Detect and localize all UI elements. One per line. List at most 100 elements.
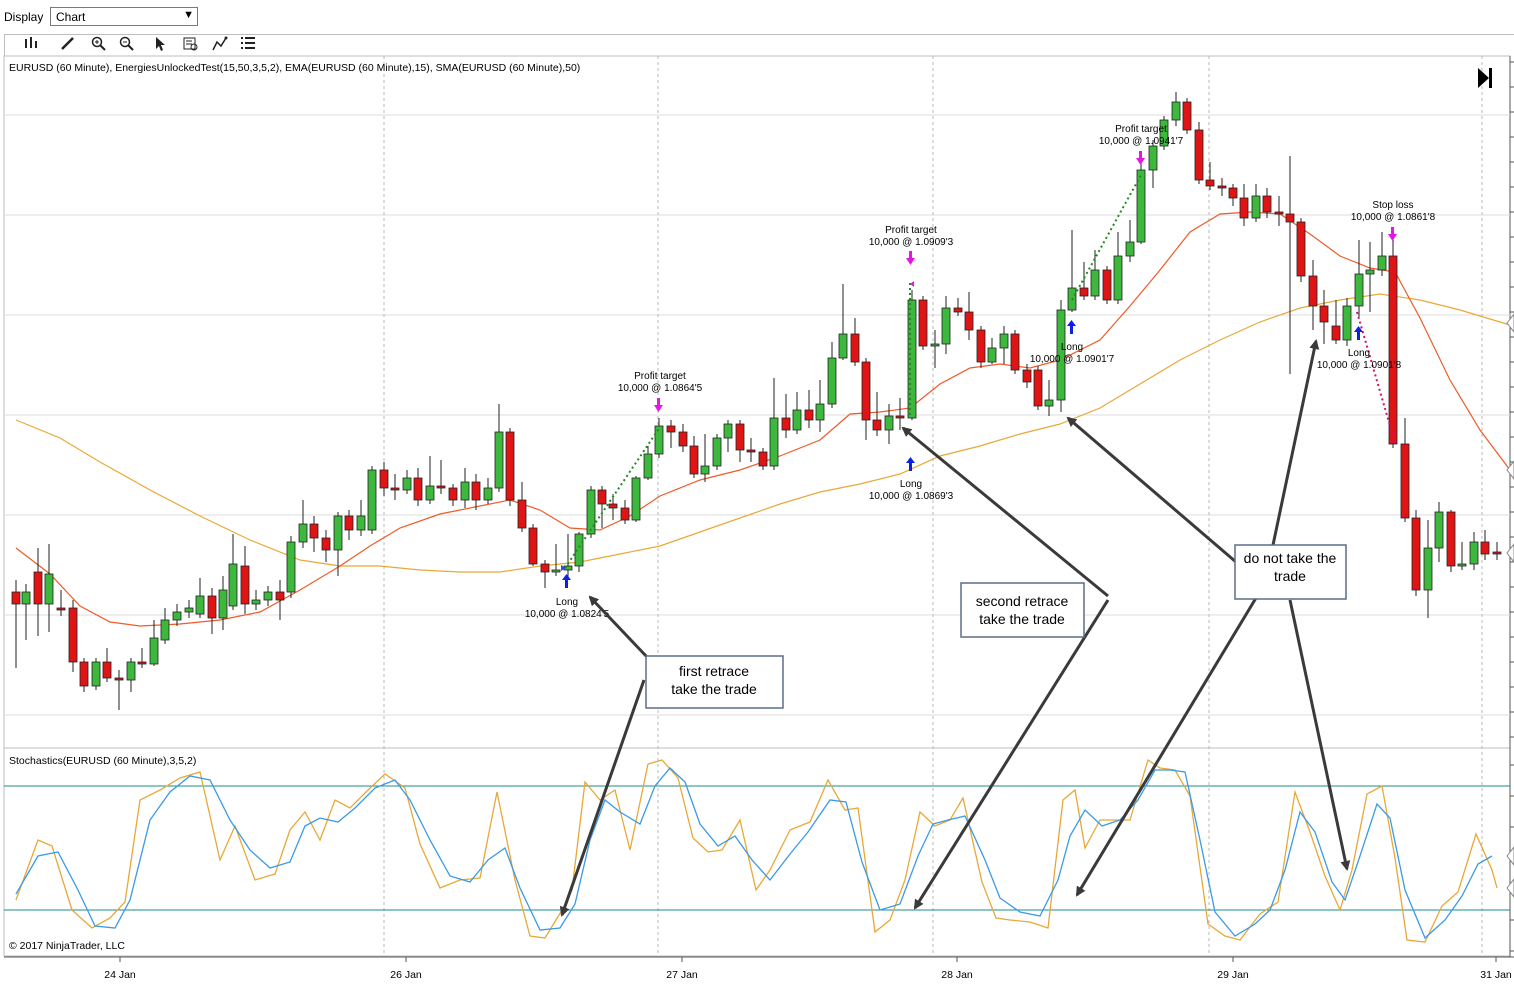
candle-down [1388, 255, 1398, 445]
candle-down [137, 661, 147, 665]
candle-up [884, 415, 894, 431]
trade-4-exit-detail: 10,000 @ 1.0861'8 [1351, 212, 1436, 223]
candle-down [872, 419, 882, 431]
zoom-out-icon[interactable] [116, 36, 138, 54]
candle-up [1148, 145, 1158, 171]
candle-down [1239, 197, 1249, 219]
candle-up [286, 541, 296, 593]
candle-down [33, 571, 43, 605]
candle-down [321, 537, 331, 551]
candle-up [838, 333, 848, 359]
pointer-icon[interactable] [149, 36, 171, 54]
candle-down [207, 595, 217, 619]
zoom-in-icon[interactable] [88, 36, 110, 54]
trade-lines [564, 174, 1396, 569]
candle-down [102, 661, 112, 679]
y-axis-ticks [1510, 61, 1514, 952]
candle-up [195, 595, 205, 615]
candle-down [1308, 275, 1318, 307]
candle-up [251, 599, 261, 605]
candle-up [1434, 511, 1444, 549]
svg-text:take the trade: take the trade [671, 681, 757, 697]
price-panel-frame [3, 55, 1511, 749]
candle-down [861, 361, 871, 421]
top-bar: Display Chart ▼ [0, 0, 1514, 34]
candle-up [1056, 309, 1066, 401]
candle-up [21, 591, 31, 605]
annotation-box-second: second retrace take the trade [960, 582, 1085, 638]
candle-down [436, 485, 446, 489]
bar-chart-icon[interactable] [20, 36, 42, 54]
candle-up [723, 423, 733, 439]
candle-down [275, 591, 285, 601]
pencil-icon[interactable] [57, 36, 79, 54]
candle-up [999, 333, 1009, 349]
candle-down [689, 445, 699, 475]
arrow-third-to-stoch-a [1075, 597, 1258, 897]
arrow-third-to-entry-b [1271, 339, 1320, 546]
candle-up [792, 409, 802, 431]
arrow-second-to-stoch [913, 599, 1110, 910]
svg-text:take the trade: take the trade [979, 611, 1065, 627]
x-tick-label: 24 Jan [104, 969, 136, 981]
data-box-icon[interactable] [180, 36, 202, 54]
trade-4-exit-title: Stop loss [1372, 200, 1413, 211]
arrow-second-to-entry [901, 426, 1109, 598]
svg-text:second retrace: second retrace [976, 593, 1069, 609]
exit-arrow-2 [906, 251, 915, 265]
candle-up [907, 299, 917, 419]
candle-down [1022, 369, 1032, 383]
trade-line-3 [1071, 174, 1142, 301]
trade-1-exit-title: Profit target [634, 371, 686, 382]
candle-down [309, 523, 319, 539]
candle-up [574, 533, 584, 567]
indicator-panel-title: Stochastics(EURUSD (60 Minute),3,5,2) [9, 755, 196, 767]
candle-down [758, 451, 768, 467]
candle-down [517, 499, 527, 529]
candle-up [402, 477, 412, 491]
exit-arrow-4 [1388, 227, 1397, 241]
candle-up [160, 619, 170, 641]
candles [11, 92, 1502, 710]
candle-down [114, 677, 124, 681]
trade-1-entry-detail: 10,000 @ 1.0824'5 [525, 609, 610, 620]
trade-3-exit-detail: 10,000 @ 1.0941'7 [1099, 136, 1184, 147]
candle-up [1044, 399, 1054, 407]
drawing-tools-icon[interactable] [209, 36, 231, 54]
candle-up [1251, 195, 1261, 219]
x-tick-label: 29 Jan [1217, 969, 1249, 981]
candle-up [1171, 101, 1181, 121]
candle-down [964, 311, 974, 331]
candle-down [379, 469, 389, 489]
annotation-arrows [559, 339, 1351, 917]
copyright-text: © 2017 NinjaTrader, LLC [9, 940, 125, 952]
candle-down [781, 417, 791, 431]
candle-down [390, 487, 400, 491]
candle-up [700, 465, 710, 475]
candle-down [620, 507, 630, 521]
display-select[interactable]: Chart ▼ [50, 7, 198, 26]
trade-3-entry-title: Long [1061, 342, 1083, 353]
candle-down [344, 515, 354, 531]
candle-up [1136, 169, 1146, 243]
display-label: Display [4, 10, 44, 24]
candle-down [1262, 195, 1272, 213]
grid [4, 114, 1510, 716]
candle-up [815, 403, 825, 421]
x-tick-label: 26 Jan [390, 969, 422, 981]
candle-up [643, 453, 653, 479]
list-icon[interactable] [237, 36, 259, 54]
candle-down [1492, 551, 1502, 555]
scroll-to-end-icon[interactable] [1478, 68, 1492, 88]
x-tick-label: 28 Jan [941, 969, 973, 981]
candle-up [930, 343, 940, 347]
trade-line-1 [564, 426, 661, 569]
candle-down [678, 431, 688, 447]
candle-up [1125, 241, 1135, 257]
candle-down [1033, 369, 1043, 407]
candle-down [746, 449, 756, 453]
trade-4-entry-title: Long [1348, 348, 1370, 359]
candle-up [494, 431, 504, 489]
candle-up [631, 477, 641, 521]
